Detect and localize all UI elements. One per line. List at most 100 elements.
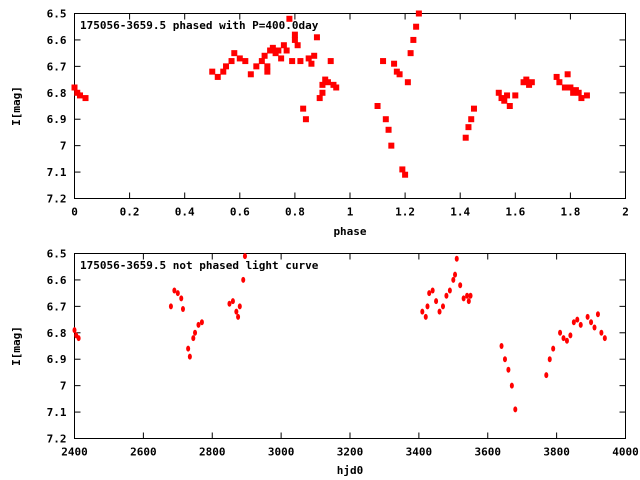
- phased-data-point: [286, 15, 293, 22]
- unphased-x-tick-label: 3600: [475, 446, 502, 459]
- unphased-chart-title: 175056-3659.5 not phased light curve: [80, 259, 319, 272]
- phased-x-tick-label: 1.2: [395, 206, 415, 219]
- unphased-y-tick-label: 7.1: [47, 406, 67, 419]
- phased-data-point: [501, 97, 508, 104]
- phased-data-point: [283, 47, 290, 54]
- unphased-data-point: [72, 327, 77, 334]
- phased-data-point: [308, 60, 315, 67]
- unphased-data-point: [444, 292, 449, 299]
- unphased-data-point: [568, 332, 573, 339]
- phased-data-point: [415, 10, 422, 17]
- phased-data-point: [302, 116, 309, 123]
- phased-data-point: [504, 92, 511, 99]
- unphased-data-point: [186, 345, 191, 352]
- phased-data-point: [214, 73, 221, 80]
- phased-data-point: [410, 36, 417, 43]
- phased-data-point: [305, 55, 312, 62]
- unphased-data-point: [196, 321, 201, 328]
- phased-y-tick-label: 7: [60, 140, 67, 153]
- unphased-data-point: [506, 366, 511, 373]
- unphased-y-tick-label: 7: [60, 380, 67, 393]
- phased-data-point: [278, 55, 285, 62]
- unphased-data-point: [509, 382, 514, 389]
- phased-data-point: [567, 84, 574, 91]
- unphased-data-point: [168, 303, 173, 310]
- unphased-data-point: [447, 287, 452, 294]
- phased-data-point: [231, 50, 238, 57]
- phased-x-tick-label: 1.8: [560, 206, 580, 219]
- unphased-x-tick-label: 2400: [61, 446, 88, 459]
- phased-data-point: [578, 95, 585, 102]
- unphased-data-points: [72, 253, 607, 413]
- phased-data-point: [247, 71, 254, 78]
- phased-data-point: [382, 116, 389, 123]
- phased-data-point: [402, 171, 409, 178]
- phased-data-point: [528, 79, 535, 86]
- phased-x-tick-label: 0.8: [285, 206, 305, 219]
- phased-y-tick-label: 6.9: [47, 113, 67, 126]
- unphased-data-point: [589, 319, 594, 326]
- phased-data-point: [388, 142, 395, 149]
- phased-data-point: [396, 71, 403, 78]
- unphased-data-point: [193, 329, 198, 336]
- phased-axis-ticks: 0 0.2 0.4 0.6 0.8 1 1.2 1.4 1.6 1.8 2 6.5 6.6 6.7 6.8 6…: [47, 8, 629, 219]
- phased-y-axis-label: I[mag]: [10, 86, 23, 126]
- unphased-data-point: [561, 335, 566, 342]
- phased-data-point: [275, 47, 282, 54]
- unphased-data-point: [544, 372, 549, 379]
- phased-x-tick-label: 1: [347, 206, 354, 219]
- unphased-data-point: [465, 292, 470, 299]
- unphased-data-point: [172, 287, 177, 294]
- unphased-data-point: [440, 303, 445, 310]
- unphased-data-point: [592, 324, 597, 331]
- phased-data-point: [413, 23, 420, 30]
- phased-data-point: [333, 84, 340, 91]
- unphased-x-tick-label: 4000: [612, 446, 639, 459]
- unphased-data-point: [466, 298, 471, 305]
- unphased-data-point: [547, 356, 552, 363]
- phased-y-tick-label: 6.6: [47, 34, 67, 47]
- unphased-data-point: [420, 308, 425, 315]
- unphased-data-point: [595, 311, 600, 318]
- phased-data-point: [319, 81, 326, 88]
- unphased-data-point: [241, 276, 246, 283]
- phased-data-point: [258, 58, 265, 65]
- unphased-data-point: [468, 292, 473, 299]
- phased-data-point: [462, 134, 469, 141]
- phased-data-point: [269, 44, 276, 51]
- phased-x-tick-label: 0.6: [230, 206, 250, 219]
- phased-data-point: [506, 103, 513, 109]
- unphased-y-tick-label: 6.6: [47, 274, 67, 287]
- unphased-x-tick-label: 3000: [268, 446, 295, 459]
- unphased-x-tick-label: 3800: [543, 446, 570, 459]
- phased-data-point: [297, 58, 304, 65]
- phased-x-axis-label: phase: [333, 225, 366, 238]
- unphased-data-point: [453, 271, 458, 278]
- phased-data-point: [324, 79, 331, 86]
- phased-data-point: [523, 76, 530, 83]
- unphased-x-axis-label: hjd0: [337, 464, 364, 477]
- unphased-data-point: [558, 329, 563, 336]
- phased-data-point: [385, 126, 392, 133]
- unphased-data-point: [179, 295, 184, 302]
- phased-data-point: [77, 92, 84, 99]
- phased-data-points: [71, 10, 590, 178]
- phased-x-tick-label: 1.4: [450, 206, 470, 219]
- phased-data-point: [495, 89, 502, 96]
- phased-data-point: [209, 68, 216, 75]
- phased-data-point: [236, 55, 243, 62]
- unphased-x-tick-label: 3400: [406, 446, 433, 459]
- unphased-data-point: [578, 321, 583, 328]
- phased-data-point: [313, 34, 320, 41]
- phased-data-point: [407, 50, 414, 57]
- unphased-data-point: [451, 276, 456, 283]
- unphased-x-tick-label: 3200: [337, 446, 364, 459]
- unphased-data-point: [499, 343, 504, 349]
- phased-x-tick-label: 2: [622, 206, 629, 219]
- phased-chart: 175056-3659.5 phased with P=400.0day pha…: [10, 8, 629, 239]
- phased-data-point: [404, 79, 411, 86]
- phased-data-point: [380, 58, 387, 65]
- phased-data-point: [553, 73, 560, 80]
- phased-y-tick-label: 6.5: [47, 8, 67, 21]
